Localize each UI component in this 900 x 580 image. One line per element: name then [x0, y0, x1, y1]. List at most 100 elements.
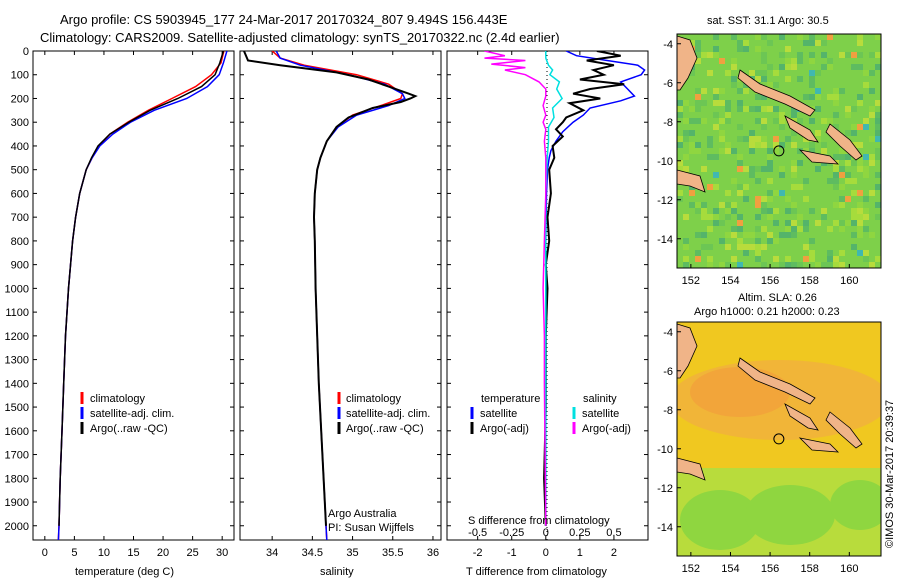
sst-cell — [725, 100, 731, 106]
sst-cell — [725, 226, 731, 232]
sst-cell — [749, 136, 755, 142]
legend-label-s-argo: Argo(-adj) — [582, 423, 631, 435]
sst-cell — [707, 118, 713, 124]
sst-cell — [731, 76, 737, 82]
sst-cell — [827, 118, 833, 124]
sst-cell — [737, 166, 743, 172]
sst-cell — [785, 76, 791, 82]
sst-cell — [701, 208, 707, 214]
legend-label-climatology: climatology — [90, 393, 146, 405]
legend-label-s-satellite: satellite — [582, 408, 619, 420]
sst-cell — [821, 52, 827, 58]
depth-tick-label: 900 — [11, 260, 29, 272]
sst-cell — [755, 238, 761, 244]
sst-cell — [779, 142, 785, 148]
sst-cell — [815, 130, 821, 136]
sst-cell — [707, 76, 713, 82]
x-tick-label: -2 — [473, 547, 483, 559]
sst-cell — [839, 262, 845, 268]
sst-cell — [707, 154, 713, 160]
x-tick-label: -1 — [507, 547, 517, 559]
sst-cell — [749, 130, 755, 136]
sst-cell — [791, 202, 797, 208]
sst-cell — [815, 88, 821, 94]
sst-cell — [773, 142, 779, 148]
series-line-argo-raw-qc- — [58, 51, 225, 526]
sst-cell — [833, 106, 839, 112]
imos-timestamp: ©IMOS 30-Mar-2017 20:39:37 — [884, 400, 896, 548]
sst-cell — [875, 124, 881, 130]
sst-cell — [875, 202, 881, 208]
sst-cell — [821, 232, 827, 238]
sst-cell — [713, 34, 719, 40]
choiseul-island — [737, 357, 816, 405]
depth-tick-label: 1900 — [5, 497, 29, 509]
sst-cell — [731, 34, 737, 40]
sst-cell — [779, 166, 785, 172]
sst-cell — [725, 232, 731, 238]
sst-cell — [833, 124, 839, 130]
sst-cell — [791, 172, 797, 178]
temperature-xlabel: temperature (deg C) — [75, 566, 174, 578]
sst-cell — [809, 70, 815, 76]
sst-cell — [731, 256, 737, 262]
legend-label-satellite: satellite-adj. clim. — [90, 408, 174, 420]
sst-cell — [869, 262, 875, 268]
sst-cell — [767, 154, 773, 160]
sst-cell — [827, 178, 833, 184]
map-x-tick-label: 156 — [761, 563, 779, 575]
santa-isabel-island — [784, 115, 819, 143]
sst-cell — [845, 220, 851, 226]
sst-cell — [731, 58, 737, 64]
x-tick-label: 25 — [186, 547, 198, 559]
sst-cell — [755, 76, 761, 82]
sst-cell — [725, 118, 731, 124]
sst-cell — [869, 64, 875, 70]
sst-cell — [743, 250, 749, 256]
map-y-tick-label: -4 — [663, 327, 673, 339]
sst-cell — [731, 148, 737, 154]
sst-cell — [857, 34, 863, 40]
sst-cell — [857, 142, 863, 148]
sst-cell — [713, 52, 719, 58]
sst-cell — [719, 118, 725, 124]
sst-cell — [677, 106, 683, 112]
sst-cell — [707, 190, 713, 196]
sst-cell — [725, 202, 731, 208]
sst-cell — [755, 256, 761, 262]
sst-cell — [833, 154, 839, 160]
x-tick-label: 15 — [127, 547, 139, 559]
depth-tick-label: 0 — [23, 46, 29, 58]
s-tick-label: 0.5 — [606, 527, 621, 539]
sst-cell — [851, 130, 857, 136]
sst-cell — [677, 142, 683, 148]
sst-cell — [737, 250, 743, 256]
sst-cell — [725, 178, 731, 184]
sst-cell — [683, 166, 689, 172]
sst-map-ticks: 152 154 156 158 160 -4 -6 -8 -10 -12 -14 — [657, 39, 858, 287]
sst-cell — [863, 136, 869, 142]
sst-cell — [839, 250, 845, 256]
sst-cell — [773, 118, 779, 124]
sst-cell — [773, 256, 779, 262]
series-line-s-satellite — [545, 51, 564, 526]
sst-cell — [791, 244, 797, 250]
louisiade-islands — [677, 457, 706, 481]
sst-cell — [731, 82, 737, 88]
map-x-tick-label: 158 — [801, 275, 819, 287]
sst-cell — [797, 226, 803, 232]
sst-cell — [875, 136, 881, 142]
sst-cell — [773, 160, 779, 166]
sst-cell — [683, 244, 689, 250]
sst-cell — [803, 196, 809, 202]
sst-cell — [821, 214, 827, 220]
sst-cell — [761, 76, 767, 82]
sst-cell — [755, 214, 761, 220]
x-tick-label: 0 — [543, 547, 549, 559]
series-line-satellite-adj-clim- — [57, 51, 228, 540]
sst-cell — [719, 88, 725, 94]
sst-cell — [695, 118, 701, 124]
sla-peak-region — [690, 367, 790, 417]
sst-cell — [839, 172, 845, 178]
sst-cell — [875, 148, 881, 154]
